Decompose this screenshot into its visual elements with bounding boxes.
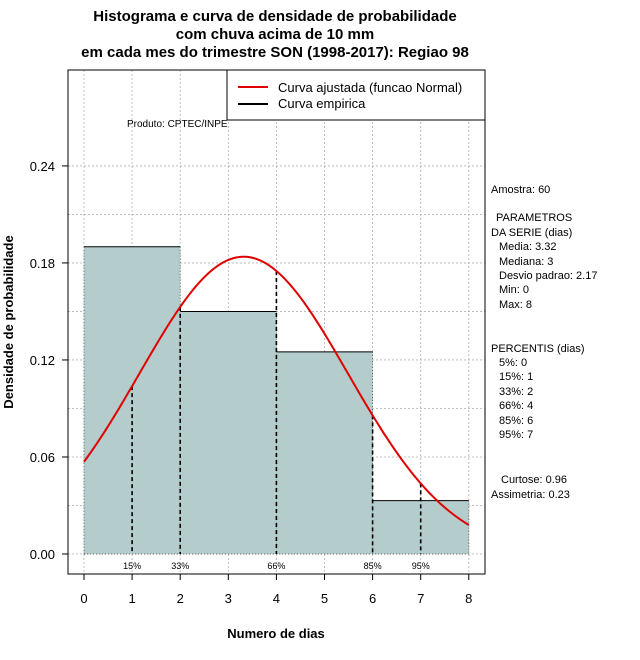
- percentil-5: 5%: 0: [499, 357, 527, 369]
- percentil-95: 95%: 7: [499, 429, 533, 441]
- axes: 0 1 2 3 4 5 6 7 8 0.00 0.06 0.12 0.18 0.24: [30, 159, 473, 606]
- y-tick-label-0: 0.00: [30, 547, 55, 562]
- percentile-label-3: 85%: [364, 561, 382, 571]
- chart-title-line-1: Histograma e curva de densidade de proba…: [93, 8, 456, 25]
- percentil-66: 66%: 4: [499, 400, 533, 412]
- params-title-1: PARAMETROS: [496, 212, 572, 224]
- percentile-label-2: 66%: [267, 561, 285, 571]
- x-tick-label-0: 0: [80, 591, 87, 606]
- skewness: Assimetria: 0.23: [491, 489, 570, 501]
- producer-annotation: Produto: CPTEC/INPE: [127, 119, 228, 130]
- chart-title-line-2: com chuva acima de 10 mm: [176, 26, 374, 43]
- percentil-85: 85%: 6: [499, 415, 533, 427]
- percentile-label-4: 95%: [412, 561, 430, 571]
- stats-panel: Amostra: 60 PARAMETROS DA SERIE (dias) M…: [491, 184, 597, 501]
- percentis-title: PERCENTIS (dias): [491, 343, 585, 355]
- x-tick-label-1: 1: [128, 591, 135, 606]
- y-tick-label-2: 0.12: [30, 353, 55, 368]
- legend: Curva ajustada (funcao Normal) Curva emp…: [226, 69, 486, 121]
- percentile-markers: 15% 33% 66% 85% 95%: [123, 270, 430, 571]
- histogram-bar-2: [276, 351, 373, 554]
- legend-label-empirical: Curva empirica: [278, 96, 366, 111]
- y-tick-label-3: 0.18: [30, 256, 55, 271]
- percentil-15: 15%: 1: [499, 371, 533, 383]
- y-tick-label-4: 0.24: [30, 159, 55, 174]
- x-tick-label-2: 2: [177, 591, 184, 606]
- percentile-label-0: 15%: [123, 561, 141, 571]
- legend-box: [226, 69, 486, 121]
- x-tick-label-6: 6: [369, 591, 376, 606]
- param-max: Max: 8: [499, 299, 532, 311]
- sample-size: Amostra: 60: [491, 184, 550, 196]
- normal-curve-layer: [83, 255, 470, 526]
- x-tick-label-8: 8: [465, 591, 472, 606]
- param-median: Mediana: 3: [499, 256, 553, 268]
- param-min: Min: 0: [499, 284, 529, 296]
- x-tick-label-3: 3: [225, 591, 232, 606]
- percentile-label-1: 33%: [171, 561, 189, 571]
- legend-label-fit: Curva ajustada (funcao Normal): [278, 80, 462, 95]
- y-tick-label-1: 0.06: [30, 450, 55, 465]
- histogram-bar-1: [180, 311, 277, 554]
- percentil-33: 33%: 2: [499, 386, 533, 398]
- kurtosis: Curtose: 0.96: [501, 474, 567, 486]
- normal-fit-curve: [83, 255, 470, 526]
- chart-title-line-3: em cada mes do trimestre SON (1998-2017)…: [81, 44, 469, 61]
- params-title-2: DA SERIE (dias): [491, 227, 572, 239]
- y-axis-title: Densidade de probabilidade: [1, 235, 16, 408]
- param-mean: Media: 3.32: [499, 241, 556, 253]
- x-tick-label-7: 7: [417, 591, 424, 606]
- x-axis-title: Numero de dias: [227, 626, 325, 641]
- x-tick-label-5: 5: [321, 591, 328, 606]
- x-tick-label-4: 4: [273, 591, 280, 606]
- param-sd: Desvio padrao: 2.17: [499, 270, 597, 282]
